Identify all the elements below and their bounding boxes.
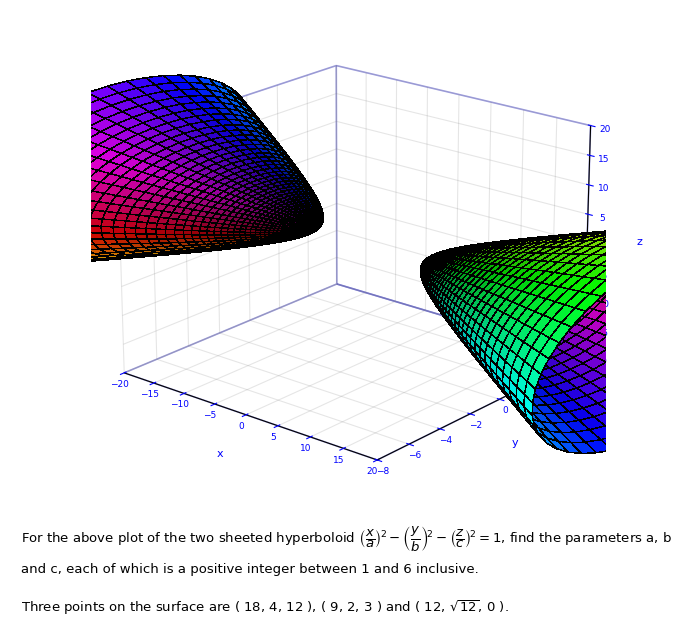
Y-axis label: y: y xyxy=(512,438,519,448)
Text: and c, each of which is a positive integer between 1 and 6 inclusive.: and c, each of which is a positive integ… xyxy=(21,563,479,575)
Text: Three points on the surface are ( 18, 4, 12 ), ( 9, 2, 3 ) and ( 12, $\sqrt{12}$: Three points on the surface are ( 18, 4,… xyxy=(21,598,509,617)
X-axis label: x: x xyxy=(217,449,224,458)
Text: For the above plot of the two sheeted hyperboloid $\left(\dfrac{x}{a}\right)^{\!: For the above plot of the two sheeted hy… xyxy=(21,524,672,553)
